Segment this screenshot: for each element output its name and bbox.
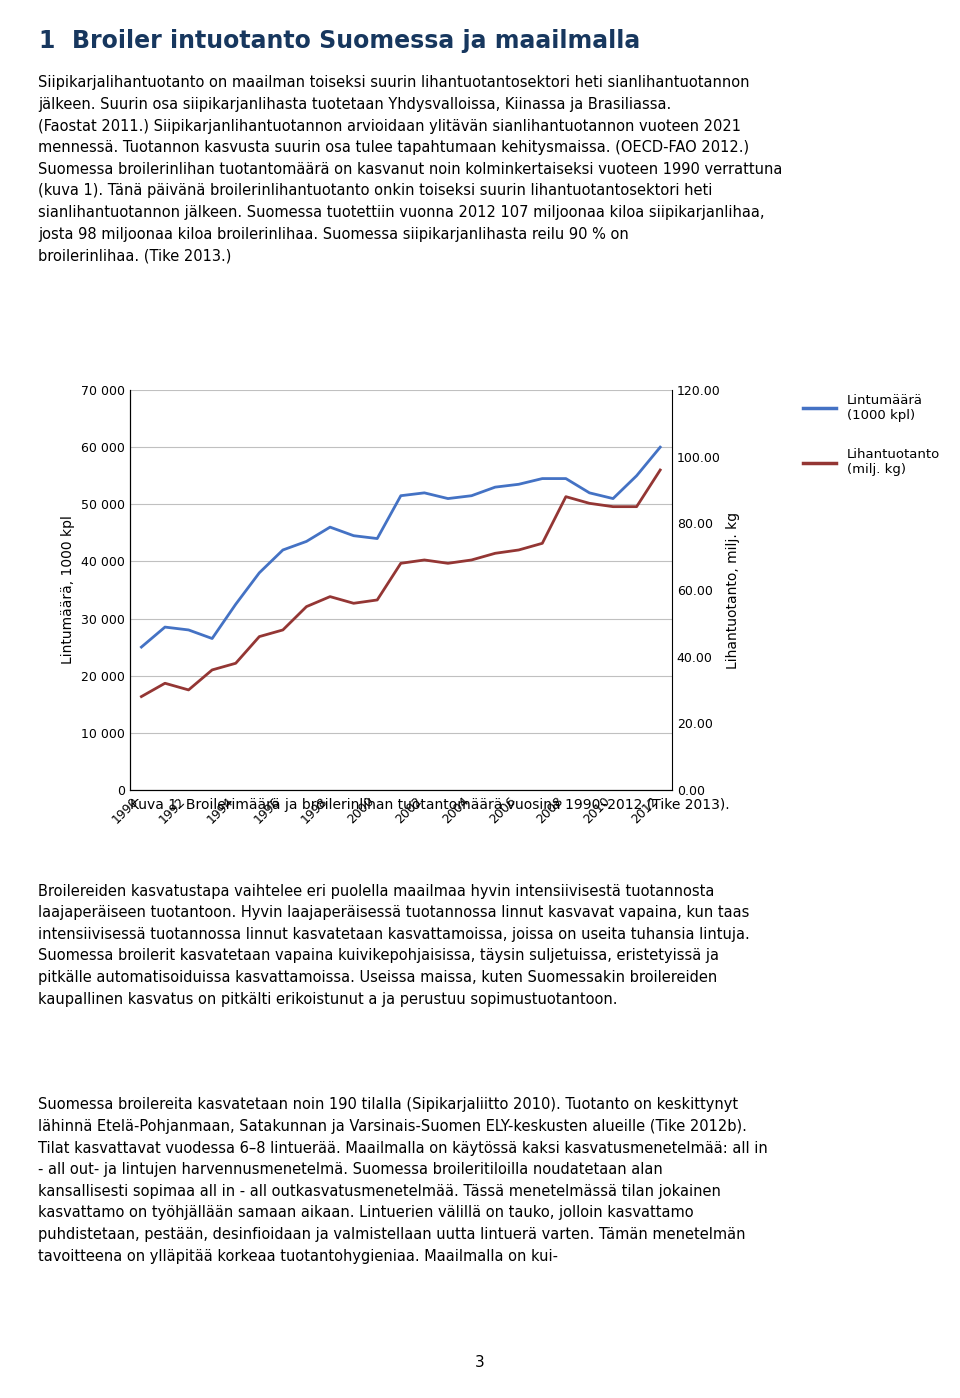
Y-axis label: Lihantuotanto, milj. kg: Lihantuotanto, milj. kg — [727, 512, 740, 668]
Text: 1: 1 — [38, 29, 55, 53]
Text: 3: 3 — [475, 1355, 485, 1370]
Text: Broiler intuotanto Suomessa ja maailmalla: Broiler intuotanto Suomessa ja maailmall… — [72, 29, 640, 53]
Text: Siipikarjalihantuotanto on maailman toiseksi suurin lihantuotantosektori heti si: Siipikarjalihantuotanto on maailman tois… — [38, 75, 782, 263]
Text: Kuva 1. Broilerimäärä ja broilerinlihan tuotantomäärä vuosina 1990–2012 (Tike 20: Kuva 1. Broilerimäärä ja broilerinlihan … — [130, 798, 730, 812]
Y-axis label: Lintumäärä, 1000 kpl: Lintumäärä, 1000 kpl — [61, 516, 75, 664]
Text: Suomessa broilereita kasvatetaan noin 190 tilalla (Sipikarjaliitto 2010). Tuotan: Suomessa broilereita kasvatetaan noin 19… — [38, 1097, 768, 1264]
Legend: Lintumäärä
(1000 kpl), Lihantuotanto
(milj. kg): Lintumäärä (1000 kpl), Lihantuotanto (mi… — [798, 389, 946, 481]
Text: Broilereiden kasvatustapa vaihtelee eri puolella maailmaa hyvin intensiivisestä : Broilereiden kasvatustapa vaihtelee eri … — [38, 884, 750, 1007]
